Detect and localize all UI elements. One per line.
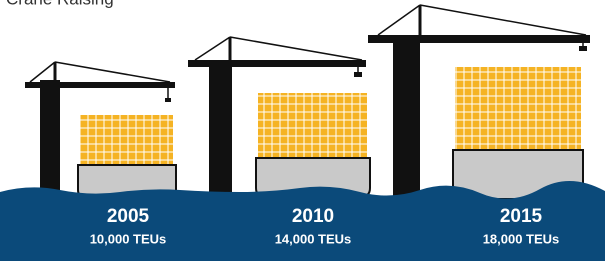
year-label: 2015 bbox=[500, 206, 543, 227]
ship bbox=[78, 115, 176, 197]
year-label: 2010 bbox=[292, 206, 334, 227]
infographic: Crane Raising bbox=[0, 0, 605, 261]
title: Crane Raising bbox=[6, 0, 114, 8]
page: Crane Raising bbox=[0, 0, 605, 261]
ship bbox=[453, 67, 583, 199]
ship bbox=[256, 93, 370, 197]
capacity-label: 14,000 TEUs bbox=[275, 231, 352, 246]
capacity-label: 18,000 TEUs bbox=[483, 231, 560, 246]
capacity-label: 10,000 TEUs bbox=[90, 231, 167, 246]
year-label: 2005 bbox=[107, 206, 150, 227]
